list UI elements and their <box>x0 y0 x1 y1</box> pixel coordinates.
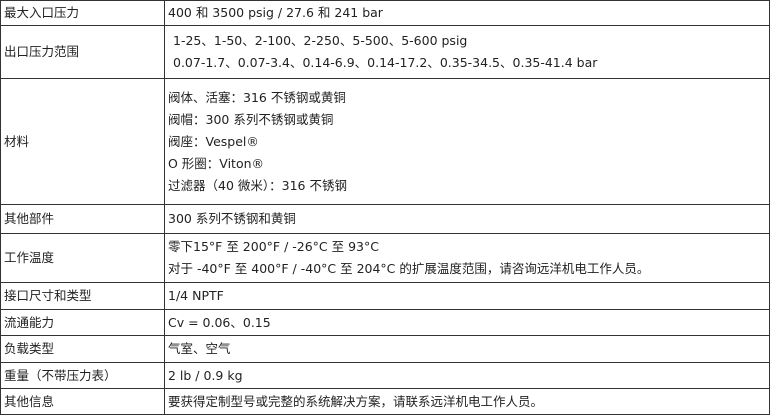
spec-value-line: O 形圈：Viton® <box>168 155 265 171</box>
spec-value-line: 气室、空气 <box>168 341 231 356</box>
spec-value-line: 阀帽：300 系列不锈钢或黄铜 <box>168 111 334 127</box>
table-row: 重量（不带压力表） 2 lb / 0.9 kg <box>0 362 770 389</box>
spec-value: 零下15°F 至 200°F / -26°C 至 93°C 对于 -40°F 至 … <box>164 233 770 283</box>
spec-value: 2 lb / 0.9 kg <box>164 362 770 389</box>
spec-label: 负载类型 <box>0 335 165 363</box>
spec-value: 1-25、1-50、2-100、2-250、5-500、5-600 psig 0.… <box>164 25 770 79</box>
table-row: 负载类型 气室、空气 <box>0 335 770 363</box>
spec-value: 1/4 NPTF <box>164 282 770 310</box>
spec-value: Cv = 0.06、0.15 <box>164 309 770 336</box>
spec-label: 出口压力范围 <box>0 25 165 79</box>
spec-value-line: 过滤器（40 微米）：316 不锈钢 <box>168 177 347 193</box>
spec-value-line: 0.07-1.7、0.07-3.4、0.14-6.9、0.14-17.2、0.3… <box>173 55 598 70</box>
spec-label: 材料 <box>0 78 165 205</box>
table-row: 材料 阀体、活塞：316 不锈钢或黄铜 阀帽：300 系列不锈钢或黄铜 阀座：Vesp… <box>0 78 770 205</box>
spec-label: 接口尺寸和类型 <box>0 282 165 310</box>
spec-value-line: 1-25、1-50、2-100、2-250、5-500、5-600 psig <box>173 33 468 48</box>
table-row: 出口压力范围 1-25、1-50、2-100、2-250、5-500、5-600 … <box>0 25 770 79</box>
spec-value-line: 阀座：Vespel® <box>168 133 259 149</box>
spec-value-line: 对于 -40°F 至 400°F / -40°C 至 204°C 的扩展温度范围… <box>168 261 650 276</box>
spec-value-line: 1/4 NPTF <box>168 288 224 303</box>
spec-value-line: 300 系列不锈钢和黄铜 <box>168 211 296 226</box>
spec-value-line: 阀体、活塞：316 不锈钢或黄铜 <box>168 89 346 105</box>
spec-value-line: 400 和 3500 psig / 27.6 和 241 bar <box>168 5 383 20</box>
spec-label: 其他部件 <box>0 204 165 234</box>
table-row: 接口尺寸和类型 1/4 NPTF <box>0 282 770 310</box>
spec-value: 气室、空气 <box>164 335 770 363</box>
spec-value-line: 2 lb / 0.9 kg <box>168 367 243 383</box>
spec-label: 最大入口压力 <box>0 0 165 26</box>
table-row: 流通能力 Cv = 0.06、0.15 <box>0 309 770 336</box>
table-row: 其他信息 要获得定制型号或完整的系统解决方案，请联系远洋机电工作人员。 <box>0 388 770 415</box>
spec-label: 重量（不带压力表） <box>0 362 165 389</box>
table-row: 工作温度 零下15°F 至 200°F / -26°C 至 93°C 对于 -40°… <box>0 233 770 283</box>
spec-value-line: Cv = 0.06、0.15 <box>168 314 271 330</box>
table-row: 最大入口压力 400 和 3500 psig / 27.6 和 241 bar <box>0 0 770 26</box>
spec-value: 要获得定制型号或完整的系统解决方案，请联系远洋机电工作人员。 <box>164 388 770 415</box>
spec-label: 流通能力 <box>0 309 165 336</box>
spec-value: 400 和 3500 psig / 27.6 和 241 bar <box>164 0 770 26</box>
table-row: 其他部件 300 系列不锈钢和黄铜 <box>0 204 770 234</box>
spec-value: 300 系列不锈钢和黄铜 <box>164 204 770 234</box>
spec-value-line: 要获得定制型号或完整的系统解决方案，请联系远洋机电工作人员。 <box>168 393 544 409</box>
spec-label: 工作温度 <box>0 233 165 283</box>
spec-label: 其他信息 <box>0 388 165 415</box>
spec-value-line: 零下15°F 至 200°F / -26°C 至 93°C <box>168 239 379 254</box>
spec-value: 阀体、活塞：316 不锈钢或黄铜 阀帽：300 系列不锈钢或黄铜 阀座：Vespel… <box>164 78 770 205</box>
